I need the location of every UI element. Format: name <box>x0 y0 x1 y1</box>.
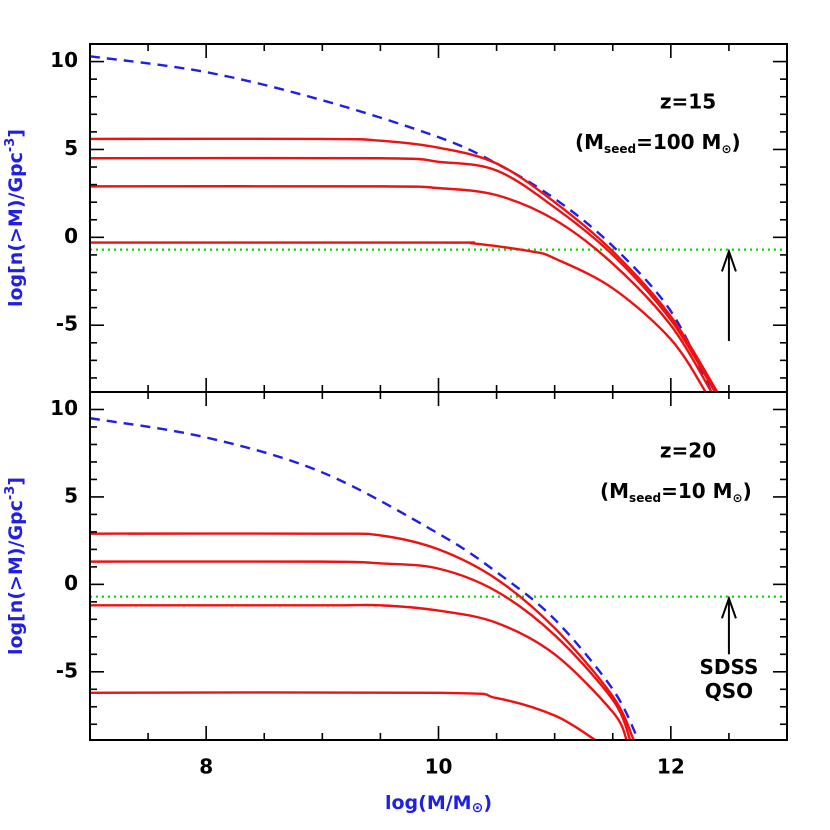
annotation-part: ) <box>732 130 741 154</box>
curve <box>90 156 717 392</box>
y-axis-label-part: log[n(>M)/Gpc <box>5 500 27 655</box>
y-tick-label: -5 <box>56 312 78 336</box>
x-axis-label: log(M/M⊙) <box>385 792 492 817</box>
annotation-part: ⊙ <box>733 491 743 505</box>
annotation: z=15 <box>660 90 716 114</box>
curve <box>90 241 707 392</box>
y-tick-label: -5 <box>56 658 78 682</box>
annotation-part: seed <box>604 142 636 156</box>
arrow-label: QSO <box>705 679 753 703</box>
panel: -5 0 5 10 log[n(>M)/Gpc-3] z=15 (Mseed=100 M⊙) <box>3 43 788 393</box>
x-axis-label-part: log(M/M <box>385 792 472 814</box>
x-axis-label-part: ) <box>483 792 492 814</box>
curve <box>90 417 640 740</box>
curve <box>90 137 719 392</box>
y-tick-label: 5 <box>64 483 78 507</box>
annotation-part: (M <box>600 479 629 503</box>
annotation: (Mseed=10 M⊙) <box>600 479 752 505</box>
annotation-part: (M <box>575 130 604 154</box>
y-axis-label-part: -3 <box>3 486 18 500</box>
arrow-head <box>720 248 737 272</box>
panel: 8 10 12-50510log[n(>M)/Gpc-3]log(M/M⊙)z=20… <box>3 391 788 817</box>
annotation: (Mseed=100 M⊙) <box>575 130 741 156</box>
y-tick-label: 0 <box>64 224 78 248</box>
x-tick-label: 8 <box>199 755 213 779</box>
y-axis-label-part: ] <box>5 477 27 486</box>
y-axis-label-part: -3 <box>3 138 18 152</box>
curve <box>90 603 628 740</box>
curve <box>90 560 632 740</box>
curve <box>90 185 713 392</box>
arrow-head <box>720 595 737 619</box>
curve <box>90 532 635 740</box>
y-tick-label: 5 <box>64 136 78 160</box>
annotation-part: seed <box>629 491 661 505</box>
x-tick-label: 10 <box>425 755 453 779</box>
arrow-label: SDSS <box>699 655 758 679</box>
plot-area <box>90 417 787 740</box>
annotation-part: ⊙ <box>721 142 731 156</box>
annotation-part: =10 M <box>661 479 732 503</box>
x-tick-label: 12 <box>657 755 685 779</box>
plot-area <box>90 55 787 392</box>
y-tick-label: 10 <box>50 396 78 420</box>
x-axis-label-part: ⊙ <box>472 800 484 816</box>
y-tick-label: 10 <box>50 48 78 72</box>
annotation-part: =100 M <box>636 130 721 154</box>
y-axis-label-part: ] <box>5 129 27 138</box>
y-tick-label: 0 <box>64 571 78 595</box>
annotation: z=20 <box>660 439 716 463</box>
annotation-part: ) <box>743 479 752 503</box>
y-axis-label-part: log[n(>M)/Gpc <box>5 152 27 307</box>
y-axis-label: log[n(>M)/Gpc-3] <box>3 477 27 655</box>
y-axis-label: log[n(>M)/Gpc-3] <box>3 129 27 307</box>
curve <box>90 55 713 392</box>
curve <box>90 691 596 740</box>
